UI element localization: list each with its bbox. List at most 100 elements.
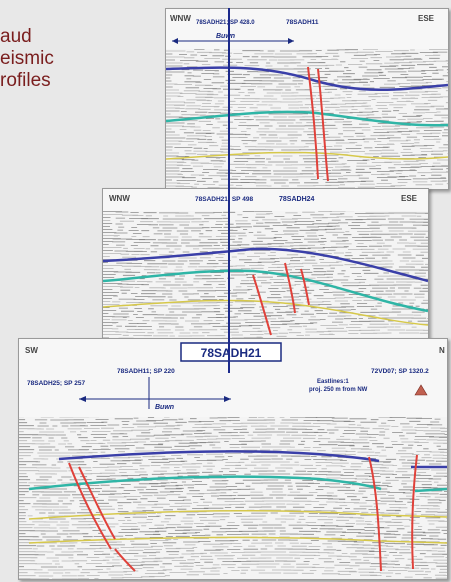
fault-line (78, 466, 116, 540)
seismic-reflector (166, 51, 448, 58)
direction-right: ESE (401, 194, 418, 203)
seismic-reflector (19, 566, 447, 574)
seismic-reflector (103, 233, 426, 241)
seismic-reflector (19, 467, 447, 475)
seismic-reflector (19, 545, 446, 553)
seismic-reflector (166, 165, 448, 172)
fault-line (252, 274, 272, 336)
arrow-head-right (288, 38, 294, 44)
horizon-yellow (166, 151, 448, 160)
seismic-reflector (19, 506, 447, 514)
horizon-blue (103, 247, 428, 283)
seismic-reflector (19, 485, 447, 493)
seismic-reflector (19, 563, 447, 571)
projection-note: proj. 250 m from NW (309, 387, 368, 393)
seismic-reflector (103, 230, 428, 238)
arrow-head-left (172, 38, 178, 44)
seismic-reflector (103, 287, 428, 295)
seismic-reflector (19, 434, 447, 442)
seismic-reflector (19, 551, 447, 559)
seismic-reflector (103, 242, 428, 250)
crossline-label: 72VD07; SP 1320.2 (371, 368, 429, 375)
seismic-reflector (103, 215, 422, 223)
header-strip (166, 9, 448, 49)
seismic-reflector (103, 290, 428, 298)
seismic-reflector (19, 440, 441, 448)
projection-note: Eastlines:1 (317, 379, 349, 385)
seismic-reflector (19, 500, 440, 508)
seismic-reflector (166, 105, 444, 112)
horizon-yellow (103, 299, 428, 326)
seismic-reflector (19, 425, 447, 433)
seismic-reflector (19, 422, 447, 430)
seismic-reflector (19, 572, 447, 579)
fault-line (317, 68, 329, 182)
seismic-reflector (103, 320, 428, 328)
seismic-reflector (103, 302, 428, 310)
seismic-reflector (19, 554, 447, 562)
seismic-reflector (19, 518, 435, 526)
seismic-reflector (166, 93, 441, 100)
seismic-reflector (19, 548, 447, 556)
seismic-panel-3: SW N 78SADH21 78SADH11; SP 220 78SADH25;… (18, 338, 448, 580)
seismic-reflector (166, 162, 441, 169)
seismic-reflector (19, 428, 447, 436)
seismic-reflector (166, 144, 448, 151)
seismic-reflector (166, 159, 448, 166)
arrow-head-right (224, 396, 231, 402)
seismic-reflector (103, 314, 422, 322)
seismic-reflector (103, 308, 428, 316)
seismic-reflector (103, 257, 428, 265)
seismic-reflector (166, 81, 448, 88)
seismic-reflector (166, 135, 448, 142)
seismic-reflector (166, 48, 448, 55)
seismic-section-3: SW N 78SADH21 78SADH11; SP 220 78SADH25;… (19, 339, 447, 579)
seismic-reflector (19, 542, 445, 550)
seismic-reflector (19, 497, 442, 505)
horizon-teal (103, 269, 428, 313)
seismic-reflector (103, 260, 424, 268)
direction-left: WNW (109, 194, 130, 203)
seismic-reflector (103, 293, 425, 301)
seismic-reflector (19, 560, 447, 568)
crossline-label: 78SADH21; SP 428.0 (196, 20, 255, 26)
seismic-reflector (103, 305, 420, 313)
seismic-reflector (166, 108, 448, 115)
seismic-reflector (19, 494, 446, 502)
span-label: Buwn (155, 404, 174, 411)
seismic-reflector (19, 527, 447, 535)
line-intersection-marker (228, 8, 230, 373)
seismic-reflector (19, 443, 447, 451)
horizon-teal (28, 475, 382, 491)
seismic-reflector (103, 323, 428, 331)
seismic-reflector (166, 138, 442, 145)
direction-left: WNW (170, 14, 191, 23)
horizon-yellow (28, 536, 447, 544)
seismic-reflector (19, 461, 447, 469)
seismic-reflector (166, 60, 448, 67)
seismic-reflector (19, 503, 447, 511)
seismic-reflector (103, 212, 428, 220)
seismic-reflector (19, 512, 447, 520)
crossline-label: 78SADH25; SP 257 (27, 380, 85, 387)
seismic-reflector (103, 227, 417, 235)
crossline-label: 78SADH11; SP 220 (117, 368, 175, 375)
horizon-teal (414, 487, 447, 493)
fault-line (411, 454, 418, 570)
direction-right: N (439, 346, 445, 355)
fault-line (114, 548, 136, 572)
seismic-reflector (166, 99, 438, 106)
seismic-section-1: WNW ESE 78SADH21; SP 428.0 78SADH11 Buwn (166, 9, 448, 189)
seismic-reflector (103, 248, 428, 256)
fault-line (284, 262, 296, 314)
seismic-reflector (166, 75, 448, 82)
horizon-blue (166, 66, 448, 91)
seismic-reflector (166, 174, 442, 181)
seismic-reflector (19, 488, 447, 496)
seismic-reflector (166, 171, 448, 178)
horizon-teal (166, 110, 448, 127)
seismic-reflector (19, 569, 447, 577)
crossline-label: 78SADH11 (286, 19, 319, 26)
direction-right: ESE (418, 14, 435, 23)
seismic-reflector (166, 57, 440, 64)
